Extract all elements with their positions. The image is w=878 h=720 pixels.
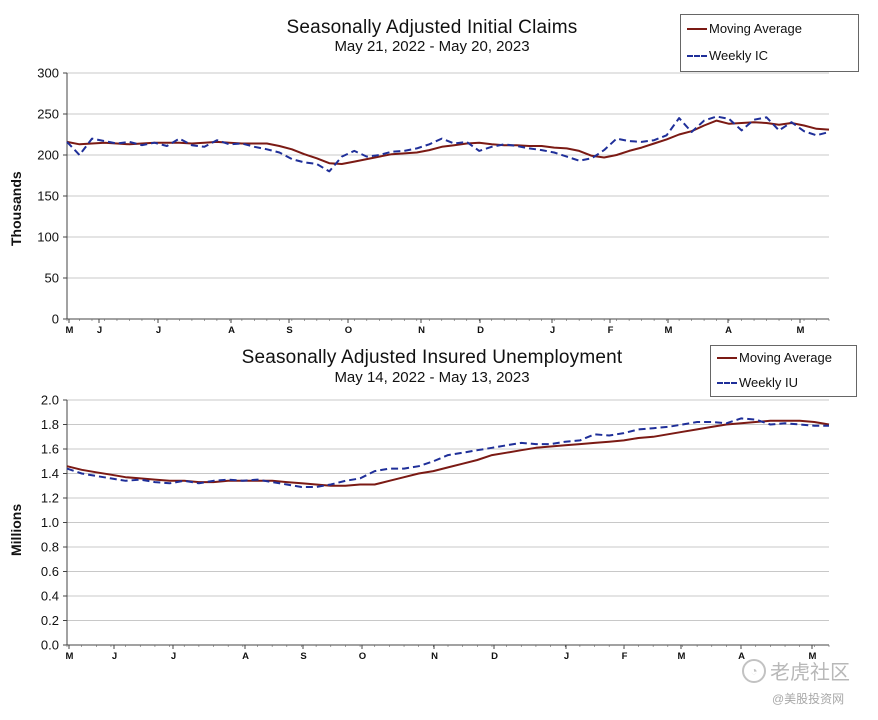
series-line-moving-average [66,419,830,487]
x-tick-label: A [242,651,249,662]
x-tick-label: M [66,651,74,662]
x-tick-label: J [156,325,161,336]
x-tick-label: A [738,651,745,662]
series-line-moving-average [66,119,830,165]
chart-title: Seasonally Adjusted Initial Claims [286,17,578,38]
initial-claims-chart: Seasonally Adjusted Initial Claims May 2… [0,0,878,345]
legend-swatch-solid [717,356,737,359]
chart-title: Seasonally Adjusted Insured Unemployment [241,347,623,368]
x-tick-label: S [300,651,306,662]
legend-swatch-solid [687,27,707,30]
initial-claims-plot: 0 50 100 150 200 250 300 M J J A S O N D J F M A M [37,66,830,336]
y-tick-label: 50 [45,271,59,286]
x-tick-label: M [797,325,805,336]
y-tick-label: 100 [37,230,59,245]
x-tick-label: S [286,325,292,336]
x-tick-label: M [66,325,74,336]
chart-legend: Moving Average Weekly IC [680,14,859,72]
watermark-logo-text: 老虎社区 [770,662,850,684]
y-tick-label: 150 [37,189,59,204]
legend-item-moving-average: Moving Average [717,350,832,365]
x-tick-label: J [97,325,102,336]
watermark: ◔ 老虎社区 @美股投资网 [742,656,872,716]
x-tick-label: A [228,325,235,336]
y-tick-label: 0.6 [41,564,59,579]
series-line-weekly [66,417,829,488]
x-tick-label: D [477,325,484,336]
x-tick-label: M [678,651,686,662]
x-tick-label: F [622,651,628,662]
y-tick-label: 0.4 [41,589,59,604]
y-tick-label: 200 [37,148,59,163]
tiger-logo-icon: ◔ [742,658,766,683]
legend-label: Weekly IU [739,375,798,390]
watermark-logo: ◔ 老虎社区 [742,656,850,685]
x-tick-label: O [345,325,352,336]
y-tick-label: 1.6 [41,442,59,457]
x-tick-label: N [431,651,438,662]
y-tick-label: 1.2 [41,491,59,506]
legend-swatch-dashed [717,381,737,384]
chart-subtitle: May 21, 2022 - May 20, 2023 [334,38,530,55]
x-tick-label: J [171,651,176,662]
x-tick-label: M [665,325,673,336]
x-tick-label: F [608,325,614,336]
y-tick-label: 1.4 [41,466,59,481]
insured-unemployment-chart: Seasonally Adjusted Insured Unemployment… [0,345,878,720]
legend-label: Weekly IC [709,48,768,63]
legend-item-weekly-iu: Weekly IU [717,375,798,390]
x-tick-label: J [564,651,569,662]
legend-label: Moving Average [709,21,802,36]
y-tick-label: 1.8 [41,417,59,432]
y-tick-label: 1.0 [41,515,59,530]
y-tick-label: 300 [37,66,59,81]
x-tick-label: J [112,651,117,662]
x-tick-label: M [809,651,817,662]
x-tick-label: A [725,325,732,336]
y-tick-label: 0.0 [41,638,59,653]
y-tick-label: 2.0 [41,393,59,408]
y-tick-label: 0.8 [41,540,59,555]
x-tick-label: N [418,325,425,336]
x-tick-label: D [491,651,498,662]
y-tick-label: 0 [52,312,59,327]
legend-label: Moving Average [739,350,832,365]
legend-item-weekly-ic: Weekly IC [687,48,768,63]
y-tick-label: 0.2 [41,613,59,628]
insured-unemployment-plot: 0.0 0.2 0.4 0.6 0.8 1.0 1.2 1.4 1.6 1.8 2.0 M J J A S O N… [41,393,830,662]
x-tick-label: J [550,325,555,336]
watermark-sub-text: @美股投资网 [772,692,845,706]
legend-swatch-dashed [687,54,707,57]
x-tick-label: O [359,651,366,662]
legend-item-moving-average: Moving Average [687,21,802,36]
series-line-weekly [66,115,830,173]
y-tick-label: 250 [37,107,59,122]
chart-legend: Moving Average Weekly IU [710,345,857,397]
chart-subtitle: May 14, 2022 - May 13, 2023 [334,369,530,386]
